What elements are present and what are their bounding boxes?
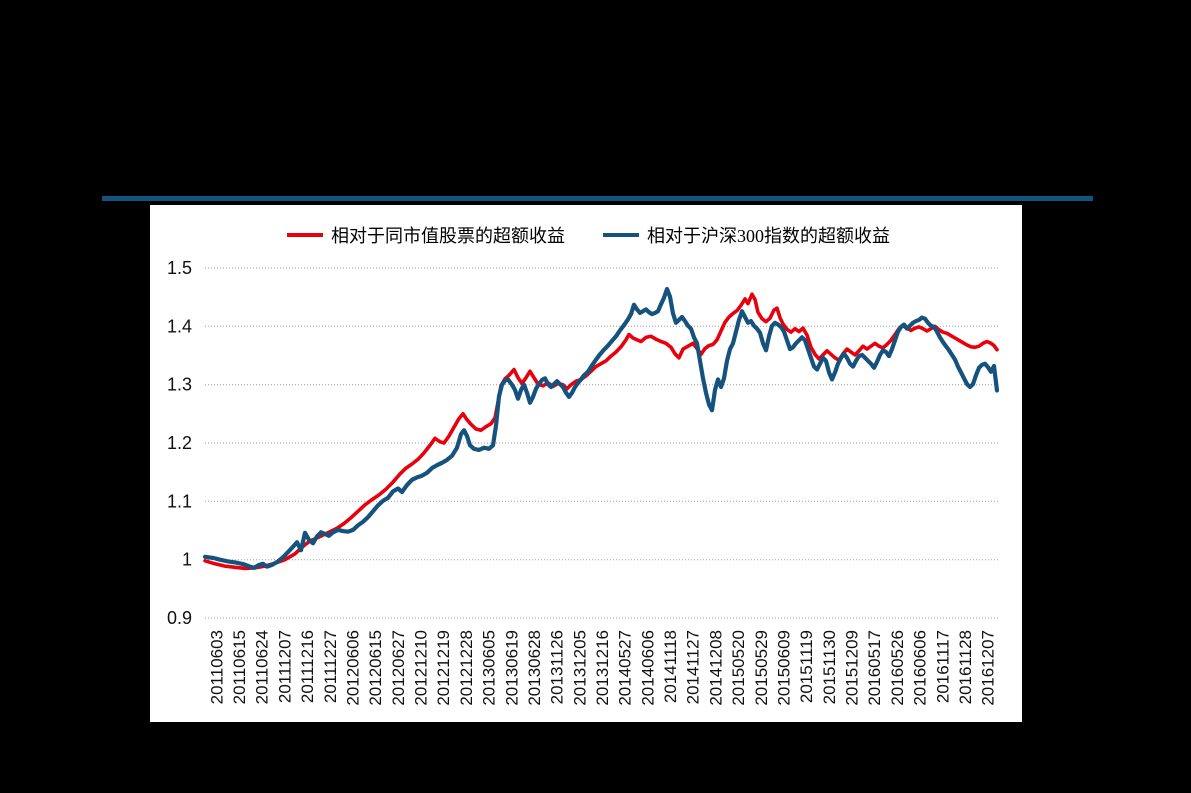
x-axis-tick-label: 20131126 <box>548 630 567 704</box>
legend-item-excess-vs-hs300: 相对于沪深300指数的超额收益 <box>603 222 890 248</box>
top-divider-rule <box>102 196 1093 201</box>
x-axis-tick-label: 20111216 <box>298 630 317 703</box>
y-axis-tick-label: 0.9 <box>167 608 192 628</box>
x-axis-tick-label: 20140606 <box>638 630 657 706</box>
x-axis-tick-label: 20141127 <box>684 630 703 704</box>
y-axis-tick-label: 1.4 <box>167 316 192 336</box>
x-axis-tick-label: 20131205 <box>570 630 589 706</box>
x-axis-tick-label: 20111207 <box>275 630 294 703</box>
x-axis-tick-label: 20110624 <box>253 630 272 704</box>
x-axis-tick-label: 20120606 <box>344 630 363 706</box>
x-axis-tick-label: 20130628 <box>525 630 544 706</box>
chart-panel: 相对于同市值股票的超额收益 相对于沪深300指数的超额收益 1.5 1.4 1.3 1… <box>150 205 1022 722</box>
x-axis-tick-label: 20121228 <box>457 630 476 706</box>
x-axis-tick-label: 20161128 <box>956 630 975 704</box>
x-axis-tick-label: 20121219 <box>434 630 453 706</box>
x-axis-tick-label: 20141208 <box>706 630 725 706</box>
x-axis-tick-label: 20160517 <box>865 630 884 706</box>
x-axis-tick-label: 20110615 <box>230 630 249 704</box>
x-axis-tick-label: 20111227 <box>321 630 340 703</box>
x-axis-tick-label: 20151209 <box>843 630 862 706</box>
y-axis-tick-label: 1.1 <box>167 491 192 511</box>
x-axis-tick-label: 20150609 <box>775 630 794 706</box>
y-axis-tick-label: 1.2 <box>167 433 192 453</box>
x-axis-tick-label: 20130605 <box>480 630 499 706</box>
x-axis-tick-label: 20161207 <box>979 630 998 706</box>
x-axis-tick-label: 20161117 <box>933 630 952 703</box>
series-line-red <box>203 292 999 571</box>
chart-legend: 相对于同市值股票的超额收益 相对于沪深300指数的超额收益 <box>287 222 890 248</box>
y-axis-tick-label: 1 <box>182 550 192 570</box>
legend-label-excess-vs-hs300: 相对于沪深300指数的超额收益 <box>647 226 890 246</box>
x-axis-tick-label: 20110603 <box>207 630 226 704</box>
y-axis-tick-label: 1.5 <box>167 258 192 278</box>
x-axis-tick-label: 20140527 <box>616 630 635 706</box>
x-axis-tick-label: 20120627 <box>389 630 408 706</box>
legend-label-excess-vs-same-cap: 相对于同市值股票的超额收益 <box>331 226 565 246</box>
red-line-swatch <box>287 233 323 237</box>
x-axis-tick-label: 20150529 <box>752 630 771 706</box>
x-axis-tick-label: 20150520 <box>729 630 748 706</box>
x-axis-tick-label: 20121210 <box>412 630 431 706</box>
series-line-blue <box>202 286 1000 570</box>
y-axis-tick-label: 1.3 <box>167 375 192 395</box>
x-axis-tick-label: 20151119 <box>797 630 816 703</box>
x-axis-tick-label: 20130619 <box>502 630 521 706</box>
x-axis-tick-label: 20160606 <box>911 630 930 706</box>
line-chart: 1.5 1.4 1.3 1.2 1.1 1 0.9 20110603 20110615 20110… <box>167 258 1000 706</box>
x-axis-tick-label: 20151130 <box>820 630 839 704</box>
x-axis-tick-label: 20141118 <box>661 630 680 703</box>
x-axis-tick-label: 20131216 <box>593 630 612 706</box>
x-axis-tick-label: 20120615 <box>366 630 385 706</box>
legend-item-excess-vs-same-cap: 相对于同市值股票的超额收益 <box>287 222 565 248</box>
blue-line-swatch <box>603 233 639 237</box>
x-axis-tick-label: 20160526 <box>888 630 907 706</box>
